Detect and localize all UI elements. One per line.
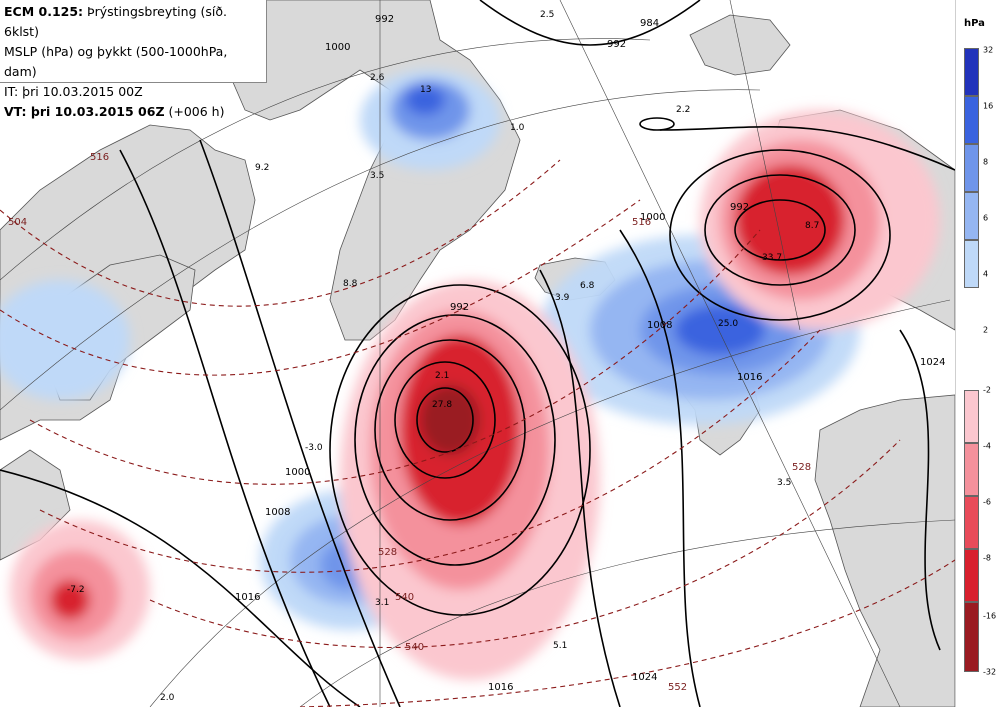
- isobar-label: 1016: [235, 592, 260, 603]
- isobar-label: 1024: [632, 672, 657, 683]
- thickness-label: 528: [792, 462, 811, 473]
- isobar-label: 1008: [647, 320, 672, 331]
- legend-swatch-red-6: [964, 443, 979, 496]
- value-label: 3.5: [777, 478, 791, 488]
- value-label: 2.5: [540, 10, 554, 20]
- value-label: 2.2: [676, 105, 690, 115]
- thickness-labels: 504 516 528 540 540 552 516 528: [8, 152, 811, 693]
- legend-swatch-blue-4: [964, 240, 979, 288]
- isobar-label: 1024: [920, 357, 945, 368]
- value-label: 3.9: [555, 293, 570, 303]
- thickness-label: 516: [632, 217, 651, 228]
- legend-tick: -32: [983, 667, 997, 677]
- isobar-labels: 992 984 992 1000 992 1000 1008 1016 1016…: [235, 14, 945, 693]
- isobar-label: 1016: [488, 682, 513, 693]
- isobar-label: 984: [640, 18, 659, 29]
- value-label: 27.8: [432, 400, 452, 410]
- legend-tick: 4: [983, 269, 989, 279]
- value-label: 8.8: [343, 279, 358, 289]
- field-title: Þrýstingsbreyting (síð. 6klst): [4, 4, 227, 39]
- legend-tick: 16: [983, 101, 994, 111]
- value-label: 13: [420, 85, 431, 95]
- thickness-label: 516: [90, 152, 109, 163]
- legend-tick: -16: [983, 611, 997, 621]
- value-label: 25.0: [718, 319, 738, 329]
- value-label: 33.7: [762, 253, 782, 263]
- isobar-label: 1000: [325, 42, 350, 53]
- init-time: IT: þri 10.03.2015 00Z: [4, 84, 143, 99]
- legend-tick: 8: [983, 157, 989, 167]
- labrador: [0, 449, 71, 561]
- model-name: ECM 0.125:: [4, 4, 84, 19]
- legend-swatch-blue-32: [964, 48, 979, 96]
- value-label: 3.5: [370, 171, 384, 181]
- isobar-label: 992: [450, 302, 469, 313]
- value-label: -3.0: [305, 443, 323, 453]
- thickness-label: 528: [378, 547, 397, 558]
- value-label: 2.0: [160, 693, 175, 703]
- value-label: 6.8: [580, 281, 595, 291]
- color-legend: hPa 32 16 8 6 4 2 -2 -4 -6 -8 -16 -32: [955, 0, 1000, 707]
- isobar-label: 1008: [265, 507, 290, 518]
- valid-time-line: VT: þri 10.03.2015 06Z (+006 h): [4, 102, 262, 122]
- thickness-label: 504: [8, 217, 27, 228]
- thickness-label: 540: [395, 592, 414, 603]
- pressure-change-values: 13 2.5 2.6 2.2 1.0 3.5 8.8 9.2 3.9 6.8 2…: [67, 10, 819, 703]
- value-label: 9.2: [255, 163, 269, 173]
- graticule: [0, 0, 956, 707]
- value-label: 2.6: [370, 73, 385, 83]
- thickness-label: 540: [405, 642, 424, 653]
- value-label: -7.2: [67, 585, 85, 595]
- legend-tick: 32: [983, 45, 994, 55]
- legend-swatch-red-4: [964, 390, 979, 443]
- thickness-contours: [0, 159, 956, 707]
- valid-time: VT: þri 10.03.2015 06Z: [4, 104, 165, 119]
- isobar-label: 992: [607, 39, 626, 50]
- value-label: 5.1: [553, 641, 567, 651]
- legend-swatch-blue-16: [964, 96, 979, 144]
- fields-line: MSLP (hPa) og þykkt (500-1000hPa, dam): [4, 44, 228, 79]
- legend-tick: -6: [983, 497, 991, 507]
- legend-swatch-blue-6: [964, 192, 979, 240]
- isobar-label: 1000: [640, 212, 665, 223]
- isobar-label: 1000: [285, 467, 310, 478]
- legend-swatch-red-8: [964, 496, 979, 549]
- legend-unit: hPa: [964, 18, 985, 29]
- legend-tick: -8: [983, 553, 991, 563]
- legend-tick: -2: [983, 385, 991, 395]
- thickness-label: 552: [668, 682, 687, 693]
- map-header: ECM 0.125: Þrýstingsbreyting (síð. 6klst…: [0, 0, 267, 119]
- legend-swatch-red-16: [964, 549, 979, 602]
- isobars: [0, 0, 956, 707]
- value-label: 1.0: [510, 123, 525, 133]
- legend-tick: 6: [983, 213, 989, 223]
- europe-continent: [814, 394, 956, 707]
- isobar-label: 992: [375, 14, 394, 25]
- legend-swatch-blue-8: [964, 144, 979, 192]
- svalbard: [689, 14, 791, 76]
- legend-swatch-red-32: [964, 602, 979, 672]
- isobar-label: 1016: [737, 372, 762, 383]
- title-line: ECM 0.125: Þrýstingsbreyting (síð. 6klst…: [4, 2, 262, 42]
- value-label: 2.1: [435, 371, 449, 381]
- value-label: 3.1: [375, 598, 389, 608]
- isobar-label: 992: [730, 202, 749, 213]
- legend-tick: 2: [983, 325, 989, 335]
- legend-tick: -4: [983, 441, 991, 451]
- forecast-hour: (+006 h): [168, 104, 225, 119]
- value-label: 8.7: [805, 221, 819, 231]
- pressure-change-shading: [0, 70, 940, 680]
